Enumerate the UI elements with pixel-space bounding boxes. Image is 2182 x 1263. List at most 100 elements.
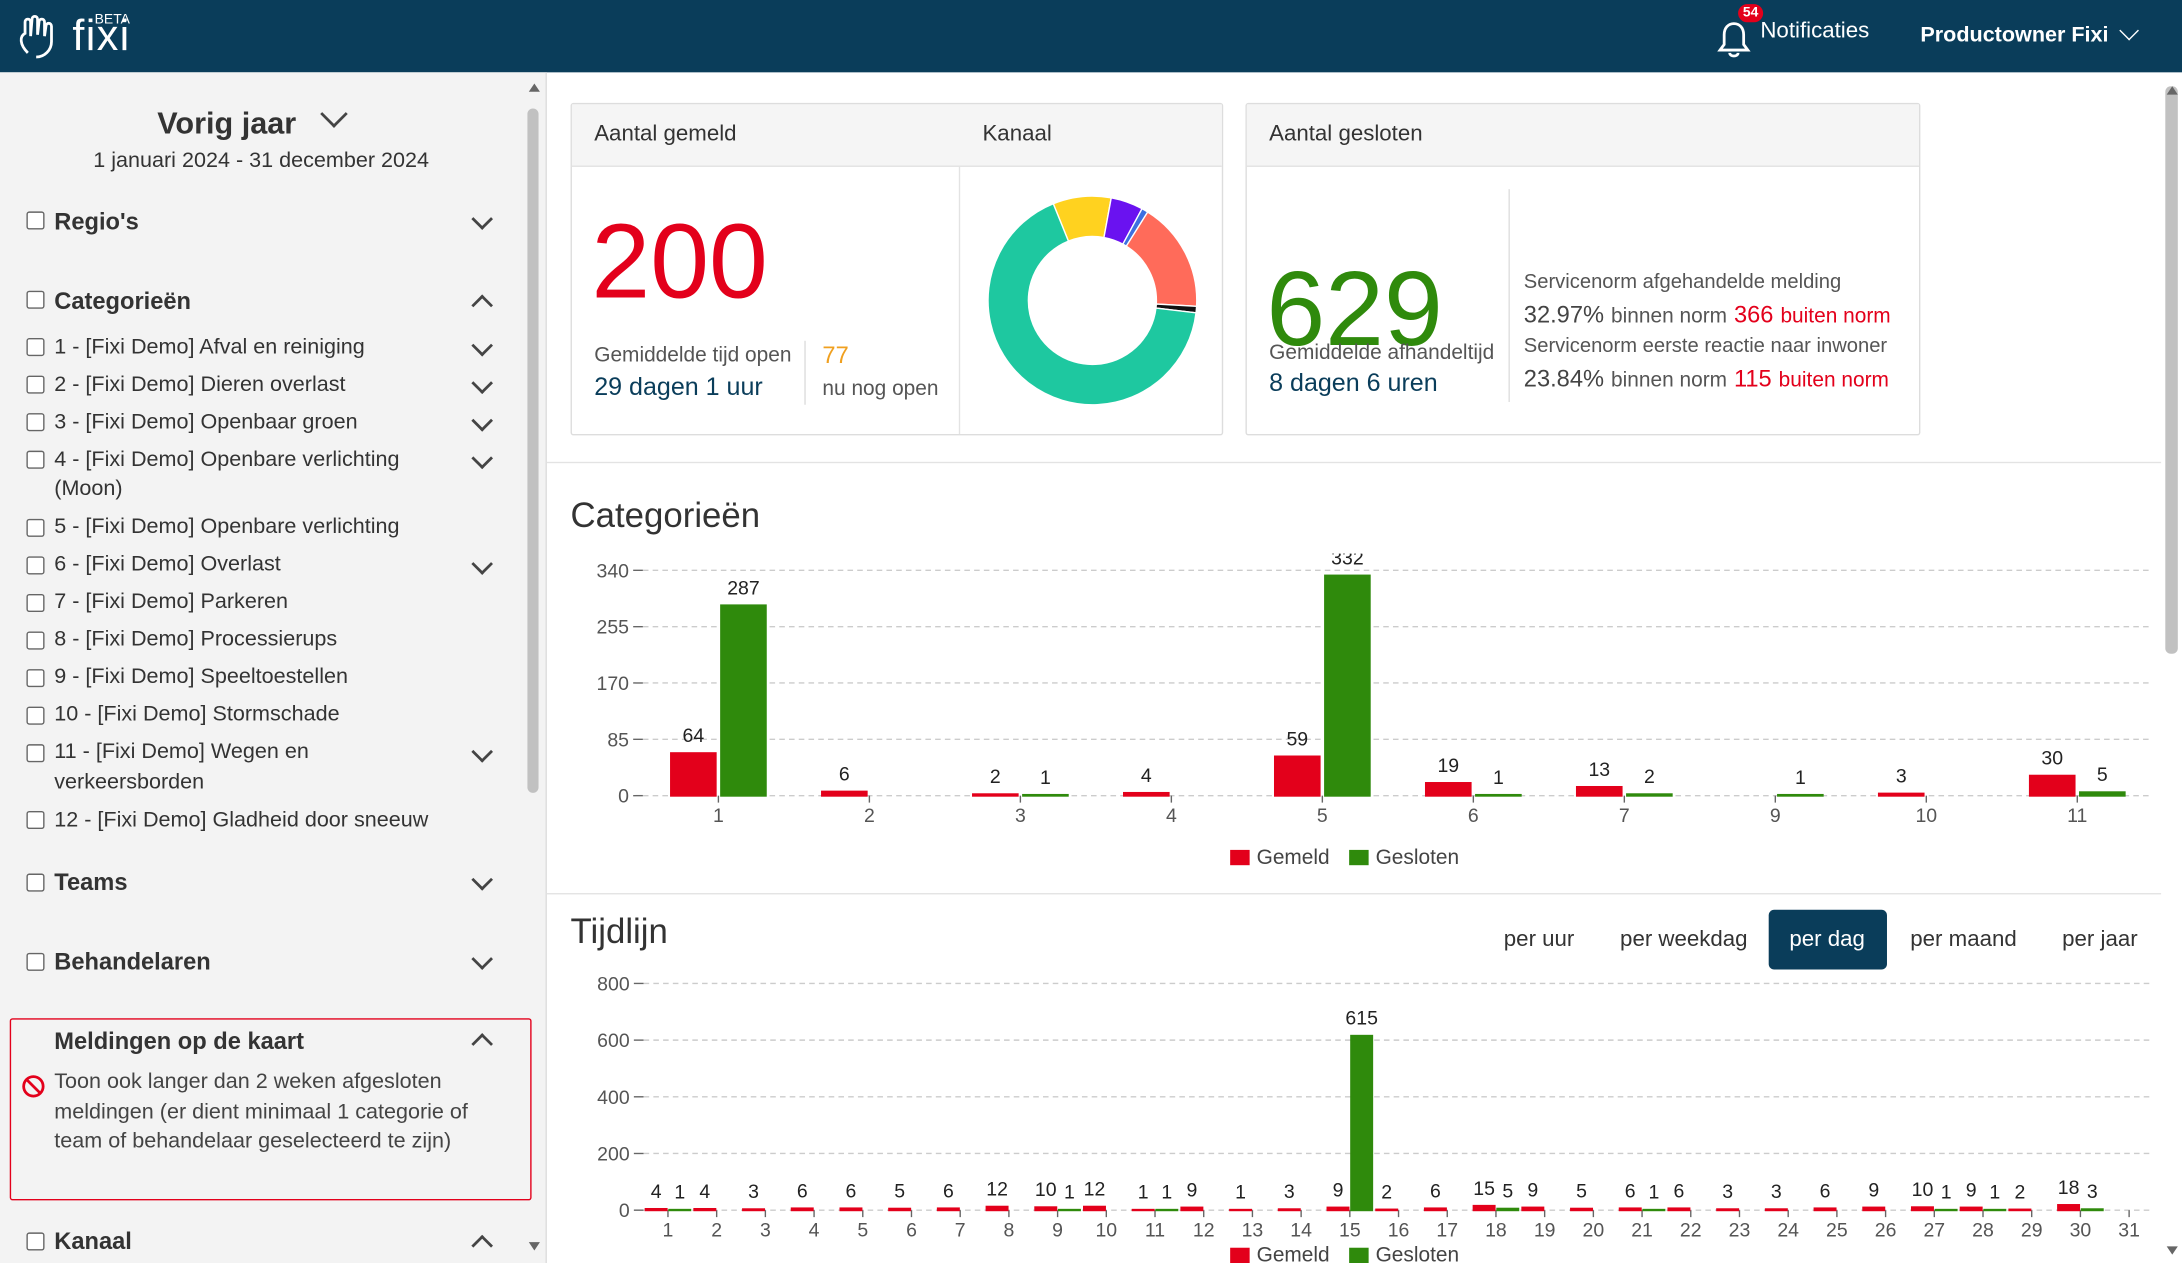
category-item[interactable]: 6 - [Fixi Demo] Overlast: [0, 546, 494, 584]
bar-label: 19: [1437, 755, 1459, 777]
filter-title[interactable]: Kanaal: [54, 1228, 132, 1255]
avg-value: 29 dagen 1 uur: [594, 372, 763, 401]
scrollbar-thumb[interactable]: [527, 108, 539, 793]
category-item[interactable]: 10 - [Fixi Demo] Stormschade: [0, 696, 430, 734]
bar: [1877, 792, 1925, 797]
card-title: Aantal gemeld: [594, 122, 737, 147]
filter-title[interactable]: Teams: [54, 869, 128, 896]
bar-label: 15: [1473, 1178, 1495, 1200]
bar-label: 4: [1141, 765, 1152, 787]
checkbox[interactable]: [26, 873, 45, 892]
period-button[interactable]: per maand: [1910, 927, 2017, 952]
filter-title[interactable]: Behandelaren: [54, 948, 211, 976]
category-item[interactable]: 12 - [Fixi Demo] Gladheid door sneeuw: [0, 801, 430, 839]
bar: [2080, 1208, 2104, 1212]
category-item[interactable]: 2 - [Fixi Demo] Dieren overlast: [0, 366, 494, 404]
period-button[interactable]: per dag: [1768, 909, 1887, 970]
checkbox[interactable]: [26, 518, 45, 537]
norm-title: Servicenorm eerste reactie naar inwoner: [1523, 335, 1888, 358]
card-header: [1246, 104, 1919, 167]
checkbox[interactable]: [26, 952, 45, 971]
category-item[interactable]: 7 - [Fixi Demo] Parkeren: [0, 584, 430, 622]
bar-label: 13: [1588, 759, 1610, 781]
period-button[interactable]: per jaar: [2062, 927, 2138, 952]
category-item[interactable]: 11 - [Fixi Demo] Wegen en verkeersborden: [0, 734, 494, 801]
x-tick-label: 22: [1680, 1220, 1702, 1242]
filter-title[interactable]: Meldingen op de kaart: [54, 1027, 305, 1055]
legend-label: Gemeld: [1257, 1244, 1330, 1263]
checkbox[interactable]: [26, 450, 45, 469]
checkbox[interactable]: [26, 630, 45, 649]
checkbox[interactable]: [26, 743, 45, 762]
bar-label: 3: [748, 1181, 759, 1203]
x-tick-label: 8: [1003, 1220, 1014, 1242]
period-select[interactable]: Vorig jaar: [157, 105, 297, 141]
bar: [839, 1207, 863, 1212]
category-item[interactable]: 1 - [Fixi Demo] Afval en reiniging: [0, 328, 494, 366]
bar-label: 332: [1331, 547, 1363, 569]
checkbox[interactable]: [26, 668, 45, 687]
bar: [1475, 793, 1522, 797]
x-tick-label: 25: [1826, 1220, 1848, 1242]
bar-label: 1: [1795, 767, 1806, 789]
separator: [546, 461, 2162, 464]
checkbox[interactable]: [26, 705, 45, 725]
bar: [1570, 1207, 1594, 1212]
y-tick-label: 0: [619, 1200, 630, 1222]
period-button[interactable]: per uur: [1503, 927, 1575, 952]
scrollbar-thumb[interactable]: [2165, 86, 2178, 654]
checkbox[interactable]: [26, 375, 45, 394]
bell-icon[interactable]: [1714, 17, 1753, 62]
bar-label: 3: [1896, 766, 1907, 788]
checkbox[interactable]: [26, 211, 45, 230]
bar-label: 64: [683, 725, 705, 747]
category-item[interactable]: 3 - [Fixi Demo] Openbaar groen: [0, 403, 494, 441]
bar-label: 59: [1286, 728, 1308, 750]
bar-label: 1: [1941, 1182, 1952, 1204]
category-item[interactable]: 5 - [Fixi Demo] Openbare verlichting: [0, 508, 430, 546]
logo: fixi: [72, 11, 131, 60]
checkbox[interactable]: [26, 810, 45, 830]
legend-swatch: [1349, 849, 1369, 866]
checkbox[interactable]: [26, 555, 45, 574]
legend-swatch: [1230, 1247, 1250, 1263]
y-tick-label: 400: [597, 1087, 630, 1109]
separator: [546, 893, 2162, 895]
bar: [742, 1208, 766, 1212]
bar: [1180, 1206, 1204, 1212]
checkbox[interactable]: [26, 338, 45, 357]
bar-label: 1: [1064, 1182, 1075, 1204]
bar: [644, 1207, 668, 1212]
bar: [1575, 785, 1623, 797]
bar-label: 2: [2014, 1181, 2025, 1203]
bar: [1764, 1208, 1788, 1212]
checkbox[interactable]: [26, 1232, 45, 1251]
scroll-arrows[interactable]: [528, 83, 540, 1251]
user-menu[interactable]: Productowner Fixi: [1920, 23, 2109, 48]
bar: [1375, 1208, 1399, 1212]
disabled-icon: [22, 1075, 45, 1098]
category-item[interactable]: 4 - [Fixi Demo] Openbare verlichting (Mo…: [0, 441, 494, 508]
filter-title[interactable]: Regio's: [54, 208, 139, 236]
checkbox[interactable]: [26, 413, 45, 432]
bar: [693, 1207, 717, 1212]
logo-icon: [19, 14, 53, 59]
x-tick-label: 3: [1015, 805, 1026, 827]
checkbox[interactable]: [26, 593, 45, 612]
norm-percent: 23.84%: [1523, 365, 1605, 393]
norm-row: 32.97% binnen norm 366 buiten norm: [1524, 302, 1898, 330]
bar-label: 4: [651, 1181, 662, 1203]
legend-label: Gemeld: [1257, 846, 1330, 869]
category-item[interactable]: 9 - [Fixi Demo] Speeltoestellen: [0, 659, 430, 697]
bar: [1496, 1207, 1520, 1212]
category-item[interactable]: 8 - [Fixi Demo] Processierups: [0, 621, 430, 659]
scroll-arrows[interactable]: [2166, 86, 2178, 1255]
x-tick-label: 2: [864, 805, 875, 827]
checkbox[interactable]: [26, 290, 45, 309]
bar: [720, 604, 767, 797]
filter-title[interactable]: Categorieën: [54, 287, 191, 315]
notifications-link[interactable]: Notificaties: [1760, 19, 1870, 44]
map-option[interactable]: Toon ook langer dan 2 weken afgesloten m…: [54, 1069, 468, 1154]
period-button[interactable]: per weekdag: [1620, 927, 1748, 952]
